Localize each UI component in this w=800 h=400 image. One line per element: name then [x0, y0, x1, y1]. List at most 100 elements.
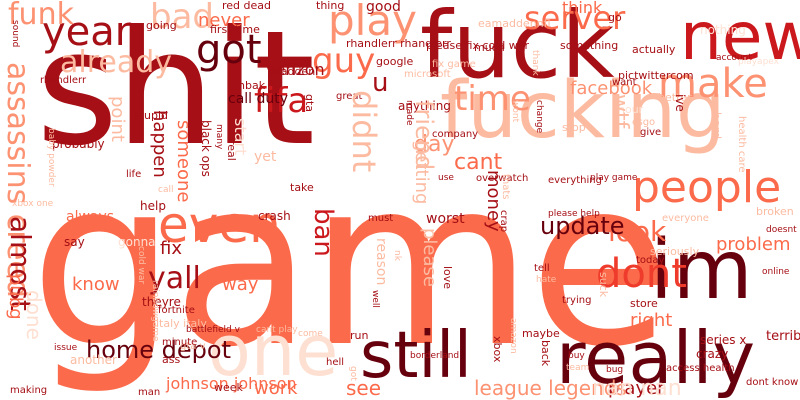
word-thats: nan nan [592, 376, 682, 400]
word-way: someone [173, 120, 194, 203]
word-good: johnson johnson [166, 374, 297, 393]
word-already: friend [410, 100, 438, 171]
word-wont: man [138, 387, 161, 398]
word-madden: red dead [222, 0, 272, 12]
word-fix: u [372, 68, 389, 98]
word-hate: better [658, 91, 692, 104]
word-ive: minute [162, 337, 198, 348]
word-assassins-creed: nk [392, 250, 402, 261]
word-use: madden [270, 65, 316, 78]
word-always: know [72, 274, 120, 295]
word-team: must [368, 213, 394, 224]
word-call: first time [210, 23, 260, 36]
word-amazon: nothing [700, 23, 746, 37]
word-im: im [650, 223, 753, 318]
word-rainbowgame: maybe [522, 327, 560, 340]
word-think: league legends [474, 376, 627, 400]
word-didnt: crash [258, 209, 291, 223]
word-something: please [419, 228, 440, 287]
word-well: terrible [766, 329, 800, 344]
word-please-fix-cold-war: good [366, 0, 401, 15]
word-work: verizon [266, 60, 325, 79]
word-game: game [30, 131, 670, 398]
word-life: microsoft [404, 69, 451, 80]
word-reason: gta v [180, 341, 206, 352]
word-cant-play: real [225, 140, 238, 161]
word-access-health: crap [498, 210, 509, 233]
word-u: almost [4, 216, 37, 311]
word-crash: broken [756, 205, 794, 218]
word-nan-nan: please help [548, 209, 600, 219]
word-love: series x [700, 333, 747, 347]
word-want: start [231, 118, 250, 156]
word-xbox-one: trying [562, 295, 592, 306]
word-play-game: made [404, 100, 414, 126]
word-take: nbak [238, 79, 266, 92]
word-wtf: rainbowgame [150, 280, 160, 342]
word-year: year [42, 9, 132, 55]
word-help: way [222, 274, 259, 295]
word-tell: give [640, 127, 662, 138]
word-week: everything [548, 175, 602, 186]
word-maybe: hate [536, 275, 557, 285]
word-nothing: store [630, 297, 658, 310]
word-say: fix [160, 238, 182, 259]
word-better: actually [632, 43, 676, 56]
word-home-depot: cant [454, 150, 503, 175]
word-one: one [208, 310, 339, 392]
word-overwatch: gta [303, 94, 316, 113]
word-suck: crazy [696, 347, 729, 361]
word-facebook: player [608, 378, 665, 399]
word-company: rhandlerr rhandlerr [346, 37, 451, 50]
word-server: assassins creed [0, 62, 35, 298]
word-stop: please fix cold war [426, 39, 530, 52]
word-cold-war: baby powder [46, 128, 56, 187]
word-hard: xbox [491, 336, 504, 363]
word-sound: bug [606, 365, 624, 375]
word-update: ban [308, 208, 338, 257]
word-battlefield-v: many [214, 124, 224, 150]
word-made: another [70, 353, 117, 367]
word-italy-italy: black ops [199, 120, 213, 177]
word-hour: love [441, 266, 454, 290]
word-right: update [540, 212, 625, 240]
word-health-care: amazon [508, 318, 518, 354]
word-please-help: change [534, 100, 544, 134]
word-much: getting [411, 140, 432, 205]
word-another: use [438, 173, 454, 183]
word-yet: fix game [432, 59, 476, 70]
word-fucking: fucking [440, 66, 726, 156]
word-yall: already [60, 45, 173, 80]
word-xbox: xbox one [12, 199, 54, 209]
word-account: damn [70, 323, 110, 339]
word-funk: time [454, 79, 531, 119]
word-doesnt: eamaddennfl [478, 17, 551, 30]
word-got: got [196, 27, 262, 73]
word-give: something [560, 39, 619, 52]
word-back: gonna [118, 235, 156, 249]
word-everything: great [336, 91, 363, 102]
word-rhandlerr-rhandlerr: think [562, 0, 603, 17]
word-fortnite: everyone [662, 213, 709, 224]
word-damn: point [107, 96, 128, 142]
word-first-time: ive [673, 94, 687, 112]
word-change: week [214, 381, 243, 394]
word-store: health care [736, 116, 747, 173]
word-go: done [22, 290, 46, 340]
word-see: day [414, 132, 455, 157]
word-probably: account [716, 53, 752, 63]
word-friend: theyre [142, 295, 181, 309]
word-verizon: wtf [607, 94, 632, 129]
word-csgo: much [474, 41, 505, 54]
word-online: csgo [632, 117, 656, 128]
word-fifa: guy [312, 41, 376, 81]
word-red-dead: call duty [228, 91, 289, 107]
word-bad: fifa [254, 81, 309, 121]
word-start: borderland [410, 351, 460, 361]
word-day: yall [148, 261, 201, 296]
word-actually: reason [373, 238, 389, 286]
word-theyre: doesnt [766, 225, 797, 235]
word-bug: worst [426, 211, 465, 227]
word-still: still [360, 319, 472, 393]
word-stupid: google [376, 55, 414, 68]
